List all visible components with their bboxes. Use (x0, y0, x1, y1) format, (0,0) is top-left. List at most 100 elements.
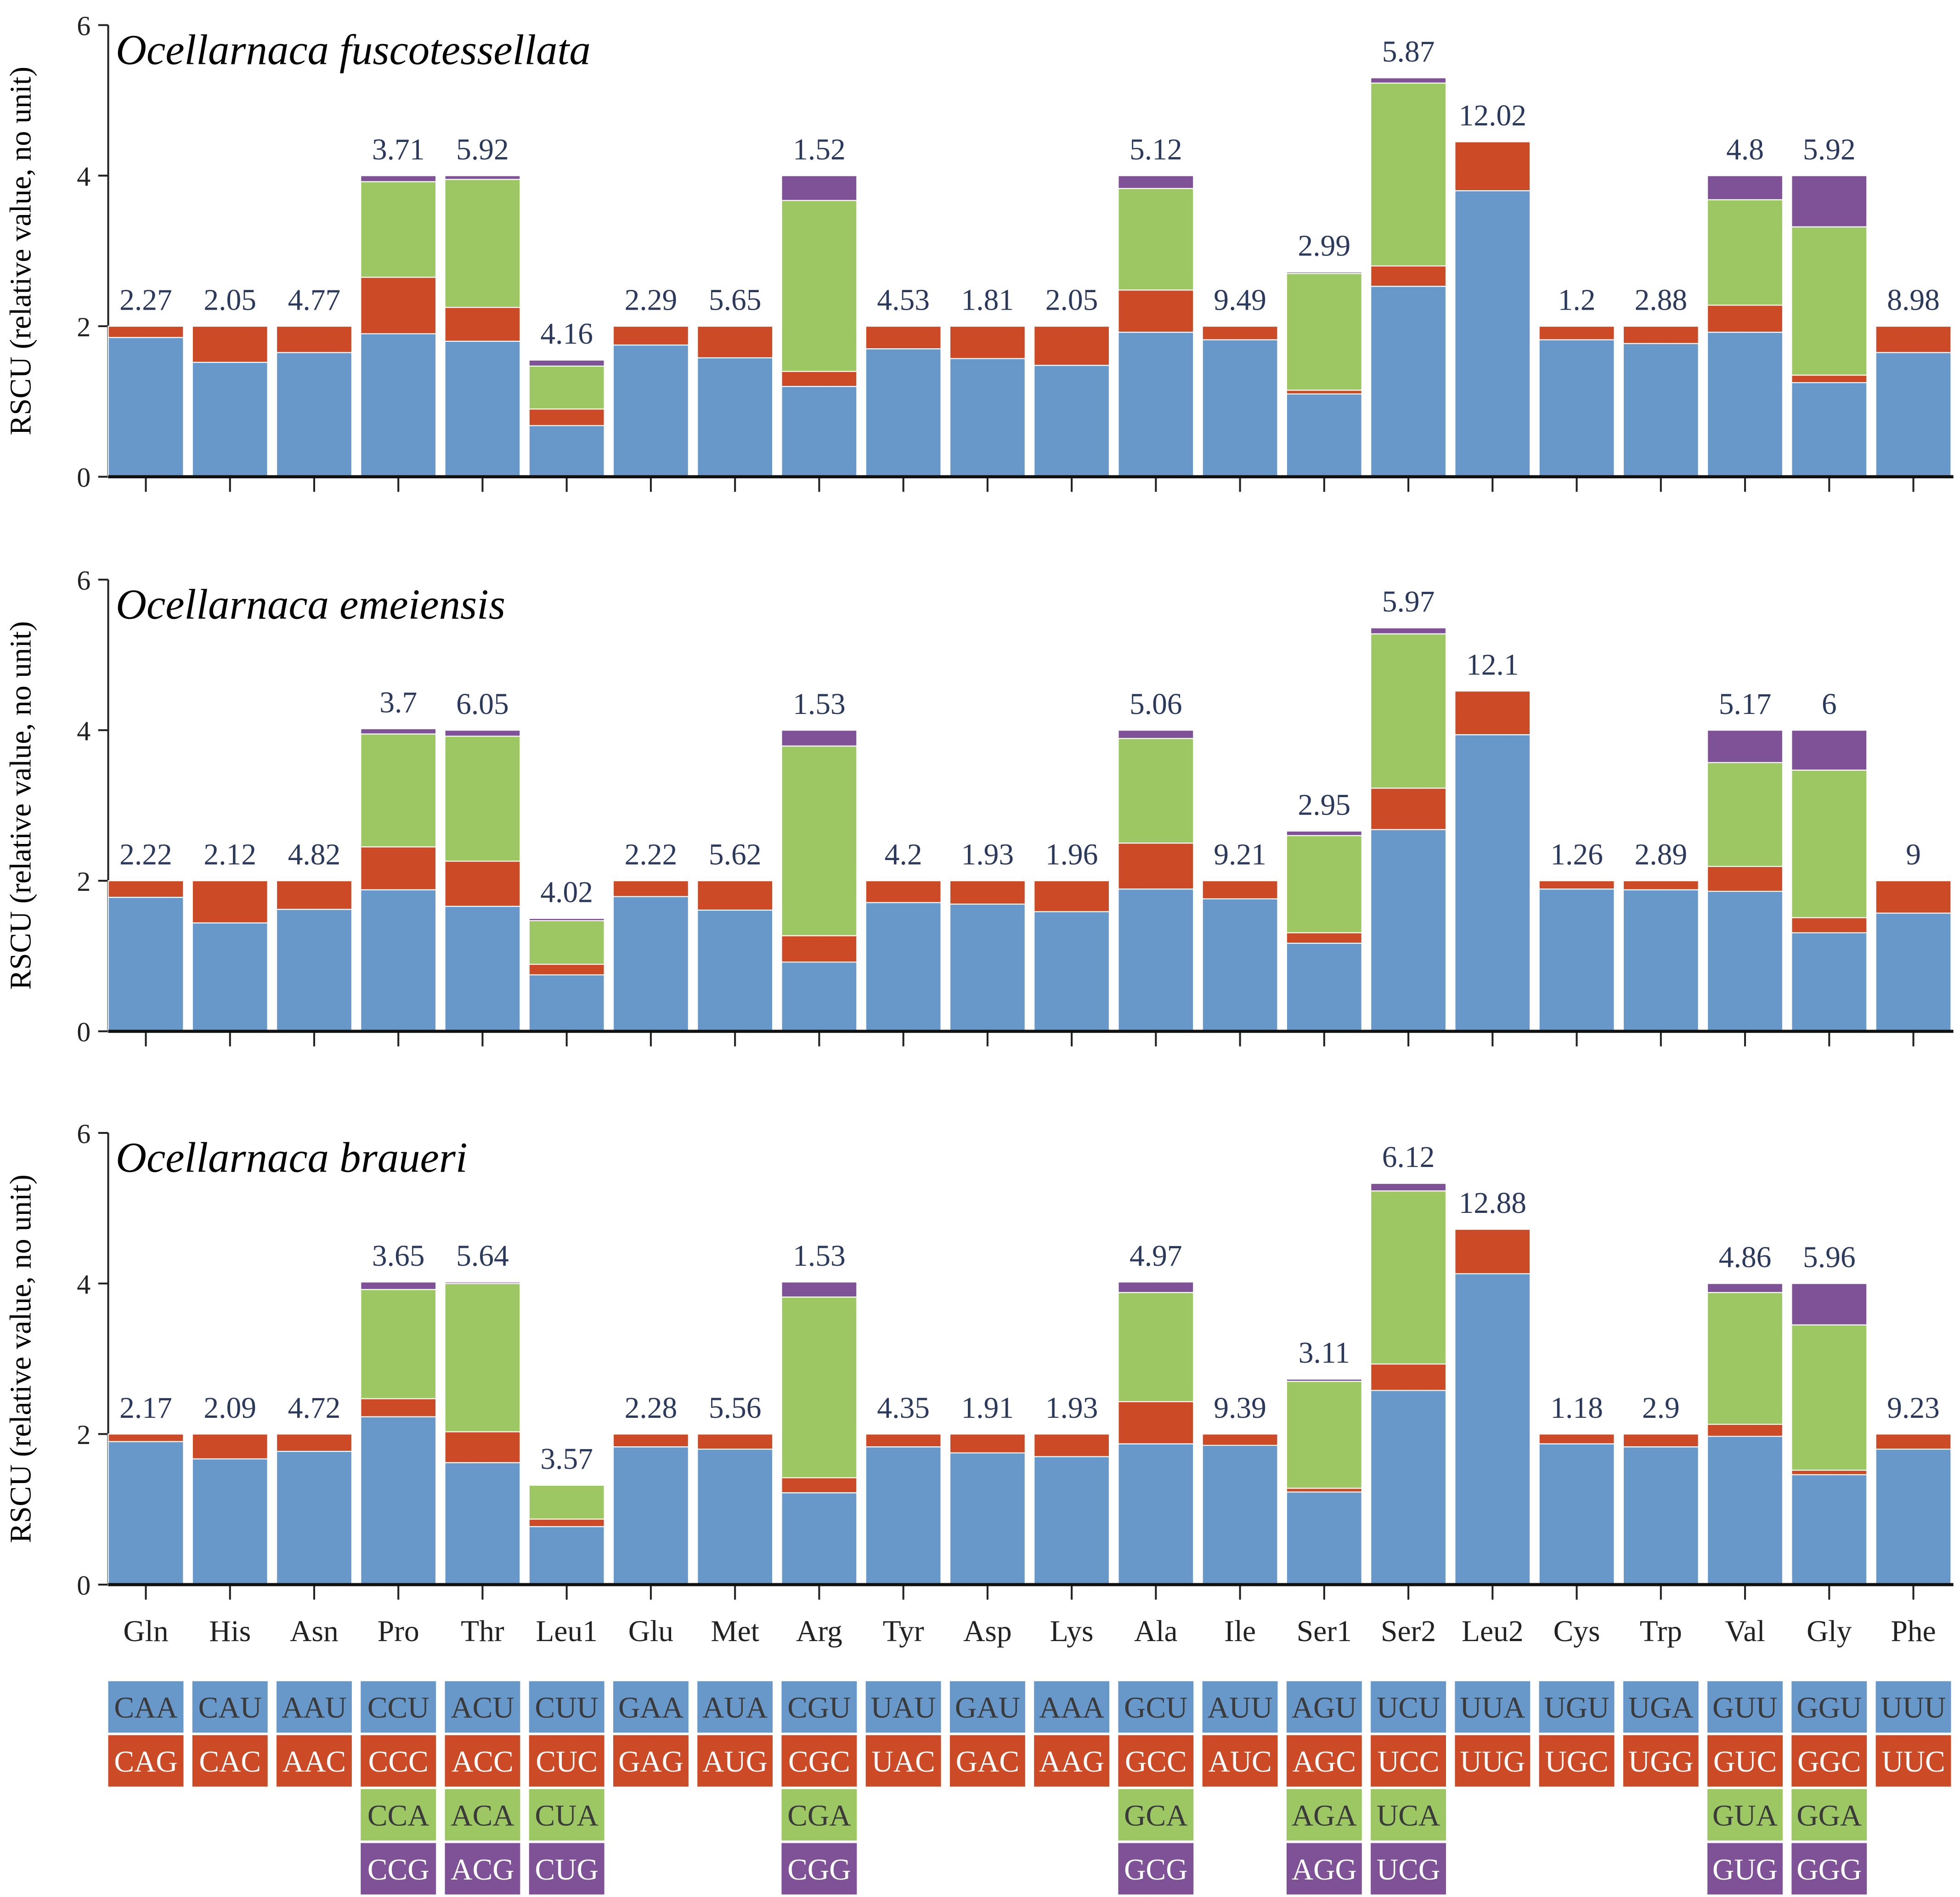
bar-segment-val-guu (1707, 332, 1784, 477)
x-tick-label: Ser1 (1297, 1615, 1352, 1648)
data-label: 5.06 (1130, 688, 1182, 721)
data-label: 1.2 (1558, 284, 1596, 317)
codon-box (949, 1681, 1025, 1733)
codon-box (361, 1789, 436, 1841)
codon-label: UAU (871, 1691, 936, 1724)
codon-label: UCU (1377, 1691, 1440, 1724)
bar-segment-thr-acu (444, 906, 521, 1032)
codon-label: UUG (1460, 1745, 1525, 1778)
bar-segment-pro-ccc (360, 277, 437, 334)
y-tick-label: 0 (77, 1570, 90, 1601)
bar-segment-leu1-cuc (528, 408, 605, 426)
bar-segment-ala-gcu (1118, 1443, 1194, 1586)
codon-box (277, 1735, 352, 1787)
bar-segment-his-cac (192, 1433, 268, 1460)
y-axis-label: RSCU (relative value, no unit) (4, 621, 37, 990)
y-tick-label: 0 (77, 462, 90, 493)
bar-segment-arg-cgg (781, 730, 858, 747)
codon-label: CCU (367, 1691, 429, 1724)
data-label: 1.81 (961, 284, 1014, 317)
codon-box (361, 1843, 436, 1895)
bar-segment-ile-auu (1202, 339, 1278, 477)
bar-segment-gln-caa (107, 896, 184, 1032)
bar-segment-thr-acc (444, 861, 521, 907)
bar-segment-met-aua (697, 1449, 774, 1586)
data-label: 1.18 (1550, 1392, 1603, 1425)
bar-segment-glu-gaa (612, 1446, 689, 1586)
bar-segment-leu1-cuc (528, 963, 605, 975)
codon-box (1623, 1681, 1699, 1733)
bar-segment-thr-acg (444, 730, 521, 737)
bar-segment-asn-aau (276, 1450, 352, 1586)
bar-segment-cys-ugu (1538, 888, 1615, 1032)
x-tick-label: Pro (378, 1615, 419, 1648)
codon-label: CGU (787, 1691, 851, 1724)
y-tick-label: 4 (77, 1268, 90, 1299)
x-tick-label: Trp (1640, 1615, 1682, 1648)
bar-segment-ser2-ucg (1370, 627, 1447, 634)
y-axis-label: RSCU (relative value, no unit) (4, 1174, 37, 1543)
codon-box (865, 1681, 941, 1733)
bar-segment-trp-uga (1622, 343, 1699, 477)
bar-segment-met-aug (697, 880, 774, 911)
data-label: 4.02 (540, 876, 593, 909)
bar-segment-ala-gcg (1118, 1281, 1194, 1293)
codon-label: GAA (618, 1691, 683, 1724)
codon-box (697, 1735, 773, 1787)
codon-label: UGA (1628, 1691, 1694, 1724)
codon-box (1707, 1735, 1783, 1787)
bar-segment-pro-ccu (360, 1416, 437, 1586)
codon-label: AGU (1292, 1691, 1357, 1724)
bar-segment-ser2-ucu (1370, 829, 1447, 1032)
bar-segment-ile-auu (1202, 898, 1278, 1032)
codon-box (1455, 1681, 1531, 1733)
bar-segment-asn-aac (276, 1433, 352, 1452)
bar-segment-gly-gga (1791, 770, 1868, 918)
bar-segment-leu1-cug (528, 917, 605, 921)
bar-segment-arg-cgu (781, 386, 858, 477)
data-label: 2.27 (119, 284, 172, 317)
codon-box (1371, 1843, 1446, 1895)
bar-segment-cys-ugu (1538, 339, 1615, 477)
bar-segment-tyr-uau (865, 1446, 942, 1586)
codon-label: CGA (787, 1799, 851, 1832)
bar-segment-ser2-ucc (1370, 787, 1447, 830)
bar-segment-asp-gac (949, 325, 1026, 359)
codon-box (445, 1681, 520, 1733)
bar-segment-ser1-aga (1286, 273, 1362, 391)
data-label: 2.89 (1634, 838, 1687, 872)
bar-segment-pro-cca (360, 181, 437, 278)
x-tick-label: Asn (290, 1615, 339, 1648)
codon-box (1791, 1843, 1867, 1895)
bar-segment-pro-ccu (360, 333, 437, 477)
codon-label: ACC (452, 1745, 514, 1778)
data-label: 4.35 (877, 1392, 930, 1425)
bar-segment-leu1-cuu (528, 425, 605, 477)
data-label: 1.52 (793, 133, 846, 166)
bar-segment-asn-aac (276, 880, 352, 910)
bar-segment-gln-caa (107, 337, 184, 477)
y-axis-label: RSCU (relative value, no unit) (4, 67, 37, 435)
x-tick-label: Val (1725, 1615, 1765, 1648)
bar-segment-ser2-ucc (1370, 1363, 1447, 1391)
bar-segment-his-cau (192, 1458, 268, 1586)
bar-segment-asn-aau (276, 352, 352, 477)
codon-label: AUA (702, 1691, 768, 1724)
bar-segment-thr-aca (444, 1283, 521, 1433)
data-label: 1.53 (793, 1240, 846, 1273)
bar-segment-leu2-uua (1454, 734, 1531, 1032)
bar-segment-val-guu (1707, 890, 1784, 1032)
bar-segment-gln-cag (107, 325, 184, 338)
x-tick-label: Phe (1891, 1615, 1936, 1648)
data-label: 2.28 (625, 1392, 678, 1425)
bar-segment-trp-uga (1622, 889, 1699, 1032)
codon-label: UUU (1881, 1691, 1946, 1724)
codon-label: GAC (956, 1745, 1019, 1778)
y-tick-label: 6 (77, 565, 90, 595)
bar-segment-phe-uuc (1875, 325, 1952, 353)
codon-box (192, 1735, 268, 1787)
bar-segment-pro-ccg (360, 1281, 437, 1290)
bar-segment-trp-uga (1622, 1446, 1699, 1586)
codon-box (445, 1789, 520, 1841)
codon-label: CCA (367, 1799, 429, 1832)
